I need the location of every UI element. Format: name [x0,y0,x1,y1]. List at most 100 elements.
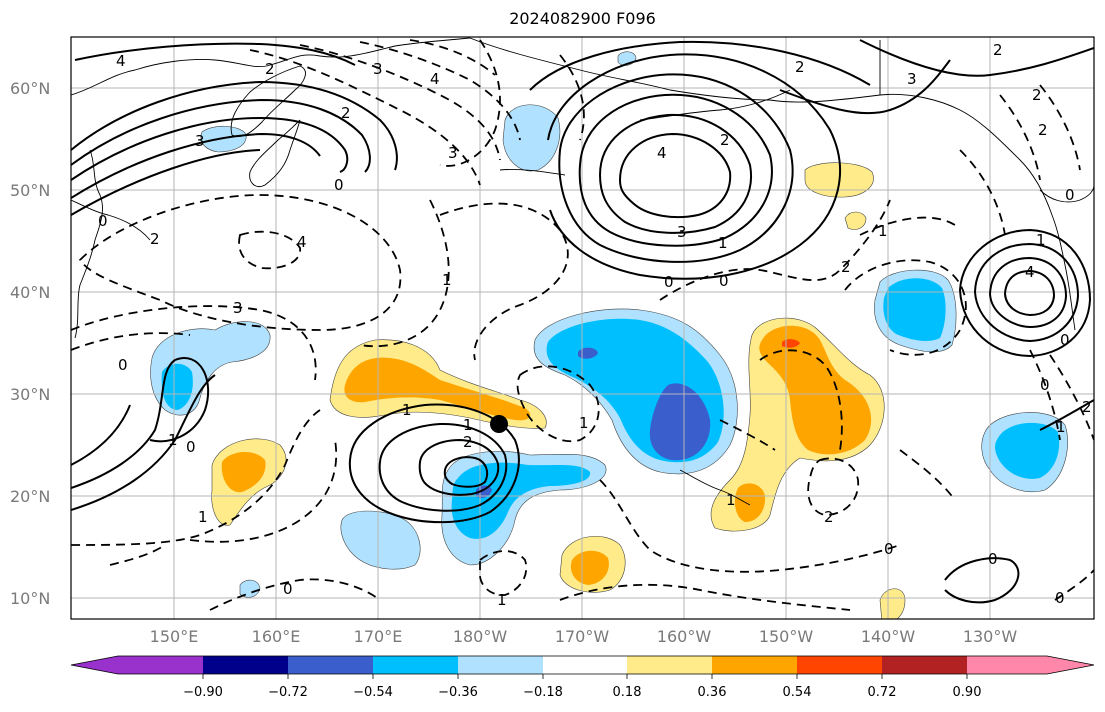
colorbar-tick: 0.18 [613,685,642,700]
contour-label: 1 [726,491,736,509]
contour-label: 4 [297,233,307,251]
contour-label: 1 [402,401,412,419]
contour-label: 3 [195,132,205,150]
contour-label: 0 [118,356,128,374]
contour-label: 4 [116,52,126,70]
contour-label: 2 [824,508,834,526]
contours-negative [71,39,1094,611]
contour-label: 0 [664,273,674,291]
shading-layer [150,51,1068,619]
contour-label: 3 [907,70,917,88]
contour-label: 2 [463,433,473,451]
colorbar-tick: −0.72 [268,685,308,700]
colorbar-swatch [797,656,882,674]
gridlines [71,37,1094,619]
coastlines [71,37,1094,506]
contour-label: 0 [1060,331,1070,349]
lon-label: 150°W [759,627,814,646]
contour-label: 1 [168,431,178,449]
contour-label: 3 [233,299,243,317]
colorbar-swatch [373,656,458,674]
shade-negative-light [239,579,261,598]
colorbar-swatch [627,656,712,674]
lat-label: 40°N [10,283,50,302]
lat-label: 10°N [10,589,50,608]
contours-positive [71,39,1094,604]
contour-label: 2 [1032,86,1042,104]
lat-label: 50°N [10,181,50,200]
colorbar-extend-high [1047,656,1094,674]
colorbar-tick: −0.54 [353,685,393,700]
colorbar-swatch [288,656,373,674]
contour-label: 4 [657,144,667,162]
shade-negative-deep [578,347,598,359]
longitude-axis: 150°E 160°E 170°E 180°W 170°W 160°W 150°… [150,627,1018,646]
contour-label: 1 [497,591,507,609]
colorbar-tick: −0.90 [183,685,223,700]
contour-label: 3 [677,223,687,241]
contour-label: 2 [265,60,275,78]
map-title: 2024082900 F096 [509,9,656,28]
shade-negative-light [200,125,247,153]
colorbar-outline [70,655,1095,675]
contour-label: 2 [150,230,160,248]
lon-label: 140°W [861,627,916,646]
contour-label: 0 [884,540,894,558]
lon-label: 160°E [252,627,301,646]
shade-negative-light [502,104,561,172]
colorbar-swatch [967,656,1047,674]
shade-negative-mid [161,363,193,410]
contour-label: 2 [1038,121,1048,139]
lon-label: 170°E [354,627,403,646]
colorbar-swatch [882,656,967,674]
latitude-axis: 60°N 50°N 40°N 30°N 20°N 10°N [10,79,50,608]
contour-label: 1 [442,271,452,289]
lon-label: 130°W [963,627,1018,646]
contour-label: 2 [341,104,351,122]
colorbar-swatch [203,656,288,674]
contour-label: 0 [283,580,293,598]
contour-label: 2 [795,58,805,76]
colorbar-tick: 0.54 [783,685,812,700]
contour-label: 1 [878,222,888,240]
colorbar-swatch [118,656,203,674]
shade-positive-mid [221,451,266,493]
contour-label: 0 [1055,589,1065,607]
colorbar-swatch [543,656,627,674]
shade-positive-mid [344,357,531,421]
contour-label: 1 [1036,231,1046,249]
colorbar-tick: 0.36 [698,685,727,700]
contour-label: 3 [373,60,383,78]
colorbar-tick: 0.90 [953,685,982,700]
colorbar-tick: −0.18 [523,685,563,700]
lat-label: 60°N [10,79,50,98]
colorbar-tick: 0.72 [868,685,897,700]
shade-negative-light [340,510,421,570]
colorbar-extend-low [71,656,118,674]
lon-label: 160°W [657,627,712,646]
shade-positive-mid [734,483,766,522]
contour-label: 3 [448,144,458,162]
colorbar: −0.90 −0.72 −0.54 −0.36 −0.18 0.18 0.36 … [70,655,1095,700]
contour-label: 0 [1065,186,1075,204]
contour-label: 2 [993,41,1003,59]
lat-label: 20°N [10,487,50,506]
shade-positive-mid [570,550,609,585]
lon-label: 170°W [555,627,610,646]
colorbar-swatch [712,656,797,674]
shade-negative-deep [649,383,711,461]
colorbar-swatch [458,656,543,674]
contour-label: 1 [579,414,589,432]
shade-positive-light [844,211,867,230]
contour-label: 2 [841,258,851,276]
lat-label: 30°N [10,385,50,404]
contour-label: 2 [720,131,730,149]
contour-label: 1 [718,234,728,252]
contour-label: 2 [1082,398,1092,416]
storm-center-marker [490,415,508,433]
lon-label: 180°W [453,627,508,646]
contour-label: 4 [1025,263,1035,281]
contour-label: 1 [463,416,473,434]
shade-negative-mid [995,422,1060,479]
